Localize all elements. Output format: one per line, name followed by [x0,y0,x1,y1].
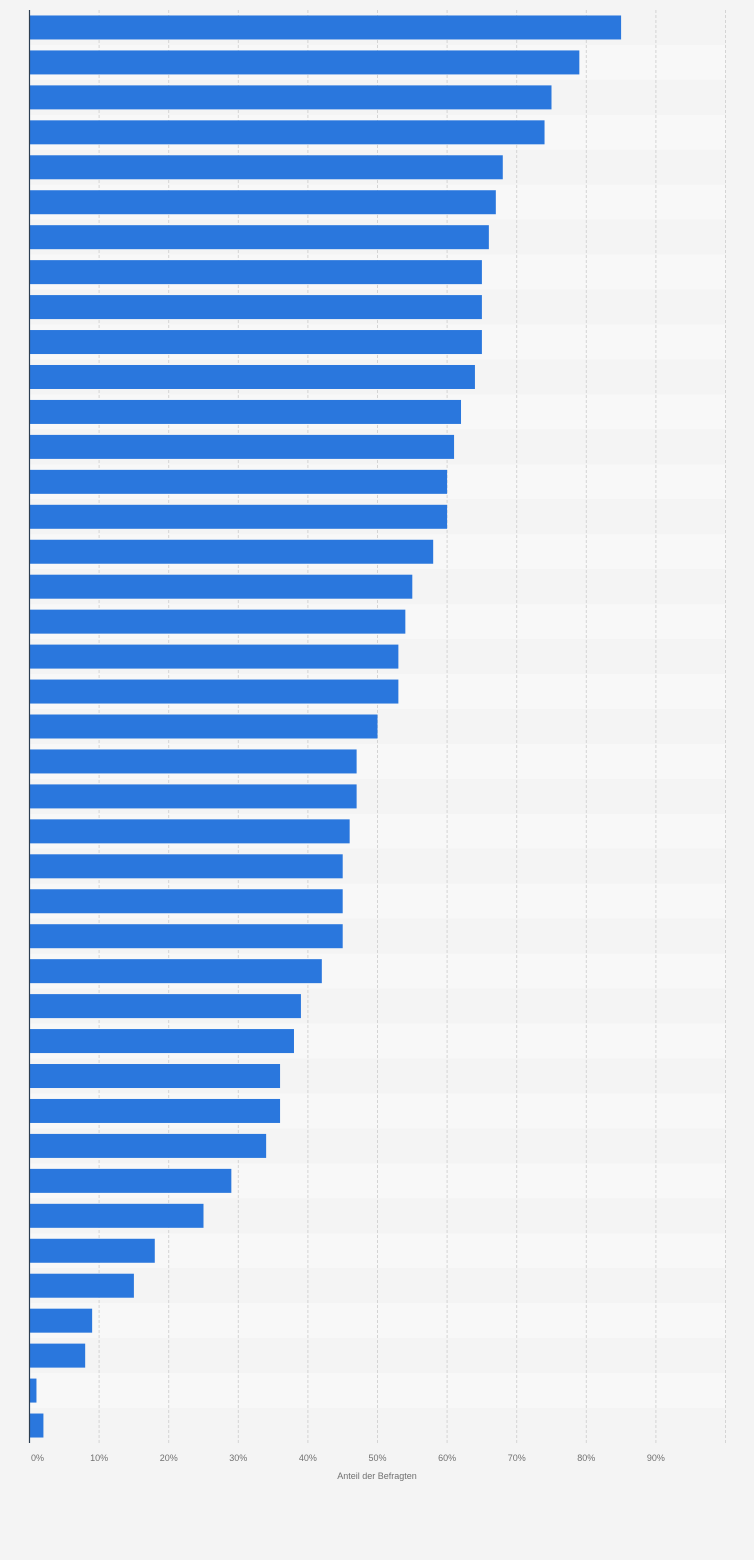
x-tick-label: 80% [577,1453,595,1463]
bar [29,330,482,355]
bar [29,155,503,180]
bar [29,539,434,564]
bar [29,854,343,879]
bar [29,609,406,634]
bar [29,1308,93,1333]
bar [29,1203,204,1228]
bar [29,1238,155,1263]
x-axis-ticks: 0% 10% 20% 30% 40% 50% 60% 70% 80% 90% [31,1453,665,1463]
x-tick-label: 70% [508,1453,526,1463]
bar [29,959,322,984]
bar [29,924,343,949]
bar [29,679,399,704]
bar [29,1378,37,1403]
x-tick-label: 20% [160,1453,178,1463]
bar [29,574,413,599]
bar [29,1273,134,1298]
x-tick-label: 40% [299,1453,317,1463]
bar [29,889,343,914]
bar [29,714,378,739]
bar [29,469,448,494]
bar [29,190,496,215]
bar [29,225,489,250]
bar [29,1413,44,1438]
bar [29,749,357,774]
bar [29,784,357,809]
x-axis-title: Anteil der Befragten [337,1471,417,1481]
bar [29,1343,86,1368]
bar [29,85,552,110]
x-tick-label: 50% [368,1453,386,1463]
bar [29,399,462,424]
bar [29,295,482,320]
x-tick-label: 30% [229,1453,247,1463]
bars [29,15,622,1438]
x-tick-label: 60% [438,1453,456,1463]
bar [29,50,580,75]
bar [29,504,448,529]
bar [29,1098,281,1123]
x-tick-label: 0% [31,1453,44,1463]
bar [29,819,350,844]
bar [29,120,545,145]
bar [29,364,475,389]
x-tick-label: 10% [90,1453,108,1463]
bar [29,994,301,1019]
bar [29,1168,232,1193]
bar [29,434,455,459]
bar [29,15,622,40]
bar [29,260,482,285]
bar [29,644,399,669]
x-tick-label: 90% [647,1453,665,1463]
bar [29,1064,281,1089]
bar [29,1133,267,1158]
bar [29,1029,294,1054]
